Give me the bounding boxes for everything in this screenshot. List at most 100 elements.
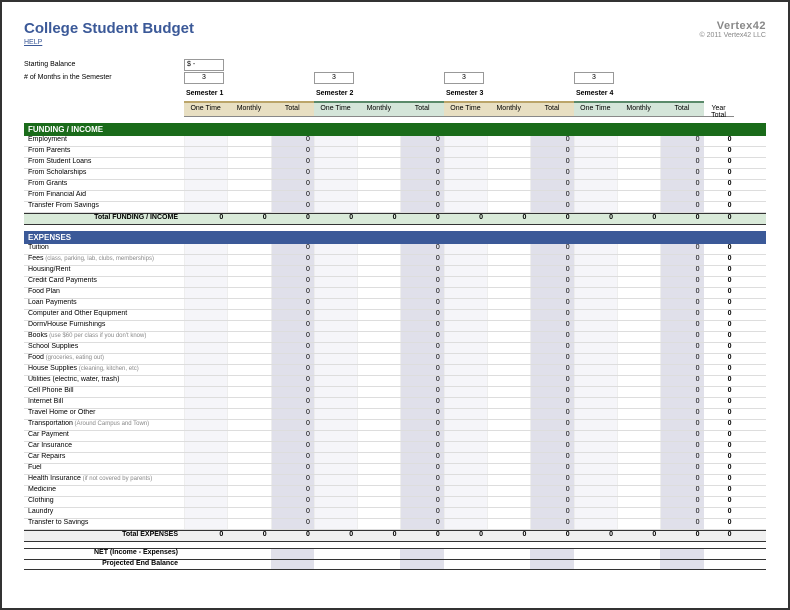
cell[interactable] xyxy=(617,431,660,441)
cell[interactable] xyxy=(574,376,617,386)
cell[interactable] xyxy=(487,191,530,201)
cell[interactable] xyxy=(444,244,487,254)
cell[interactable] xyxy=(617,365,660,375)
cell[interactable] xyxy=(617,244,660,254)
cell[interactable] xyxy=(314,321,357,331)
cell[interactable] xyxy=(574,398,617,408)
cell[interactable] xyxy=(357,202,400,212)
cell[interactable] xyxy=(314,288,357,298)
cell[interactable] xyxy=(314,442,357,452)
cell[interactable] xyxy=(227,169,270,179)
cell[interactable] xyxy=(487,365,530,375)
cell[interactable] xyxy=(574,431,617,441)
cell[interactable] xyxy=(184,431,227,441)
cell[interactable] xyxy=(487,442,530,452)
cell[interactable] xyxy=(314,244,357,254)
cell[interactable] xyxy=(617,420,660,430)
cell[interactable] xyxy=(357,508,400,518)
cell[interactable] xyxy=(487,376,530,386)
cell[interactable] xyxy=(617,475,660,485)
cell[interactable] xyxy=(444,147,487,157)
cell[interactable] xyxy=(574,464,617,474)
cell[interactable] xyxy=(487,136,530,146)
cell[interactable] xyxy=(227,191,270,201)
cell[interactable] xyxy=(184,321,227,331)
cell[interactable] xyxy=(357,332,400,342)
cell[interactable] xyxy=(227,442,270,452)
cell[interactable] xyxy=(314,169,357,179)
cell[interactable] xyxy=(227,244,270,254)
cell[interactable] xyxy=(444,255,487,265)
cell[interactable] xyxy=(574,321,617,331)
cell[interactable] xyxy=(314,464,357,474)
cell[interactable] xyxy=(184,202,227,212)
cell[interactable] xyxy=(574,332,617,342)
cell[interactable] xyxy=(574,277,617,287)
cell[interactable] xyxy=(617,387,660,397)
cell[interactable] xyxy=(617,497,660,507)
cell[interactable] xyxy=(184,497,227,507)
cell[interactable] xyxy=(444,387,487,397)
cell[interactable] xyxy=(444,343,487,353)
cell[interactable] xyxy=(184,519,227,529)
cell[interactable] xyxy=(617,266,660,276)
cell[interactable] xyxy=(184,376,227,386)
cell[interactable] xyxy=(227,266,270,276)
cell[interactable] xyxy=(444,191,487,201)
cell[interactable] xyxy=(357,431,400,441)
cell[interactable] xyxy=(617,519,660,529)
cell[interactable] xyxy=(357,299,400,309)
cell[interactable] xyxy=(184,191,227,201)
cell[interactable] xyxy=(444,332,487,342)
cell[interactable] xyxy=(574,420,617,430)
cell[interactable] xyxy=(314,158,357,168)
months-input-3[interactable]: 3 xyxy=(444,72,484,84)
cell[interactable] xyxy=(184,255,227,265)
cell[interactable] xyxy=(617,288,660,298)
cell[interactable] xyxy=(314,519,357,529)
cell[interactable] xyxy=(444,310,487,320)
cell[interactable] xyxy=(487,453,530,463)
cell[interactable] xyxy=(487,244,530,254)
cell[interactable] xyxy=(444,519,487,529)
cell[interactable] xyxy=(184,299,227,309)
cell[interactable] xyxy=(574,475,617,485)
cell[interactable] xyxy=(357,442,400,452)
cell[interactable] xyxy=(574,158,617,168)
cell[interactable] xyxy=(357,497,400,507)
cell[interactable] xyxy=(444,398,487,408)
cell[interactable] xyxy=(487,332,530,342)
cell[interactable] xyxy=(184,387,227,397)
cell[interactable] xyxy=(444,464,487,474)
cell[interactable] xyxy=(227,508,270,518)
cell[interactable] xyxy=(444,202,487,212)
cell[interactable] xyxy=(184,486,227,496)
cell[interactable] xyxy=(227,431,270,441)
cell[interactable] xyxy=(357,398,400,408)
cell[interactable] xyxy=(184,277,227,287)
cell[interactable] xyxy=(314,202,357,212)
cell[interactable] xyxy=(357,486,400,496)
cell[interactable] xyxy=(617,343,660,353)
cell[interactable] xyxy=(227,365,270,375)
cell[interactable] xyxy=(314,453,357,463)
cell[interactable] xyxy=(184,136,227,146)
cell[interactable] xyxy=(227,387,270,397)
cell[interactable] xyxy=(617,136,660,146)
cell[interactable] xyxy=(227,409,270,419)
cell[interactable] xyxy=(227,310,270,320)
cell[interactable] xyxy=(487,288,530,298)
cell[interactable] xyxy=(184,398,227,408)
cell[interactable] xyxy=(574,497,617,507)
cell[interactable] xyxy=(487,158,530,168)
cell[interactable] xyxy=(184,475,227,485)
cell[interactable] xyxy=(357,158,400,168)
cell[interactable] xyxy=(444,299,487,309)
cell[interactable] xyxy=(357,475,400,485)
cell[interactable] xyxy=(444,475,487,485)
cell[interactable] xyxy=(444,169,487,179)
cell[interactable] xyxy=(487,464,530,474)
cell[interactable] xyxy=(617,180,660,190)
cell[interactable] xyxy=(574,169,617,179)
cell[interactable] xyxy=(357,310,400,320)
